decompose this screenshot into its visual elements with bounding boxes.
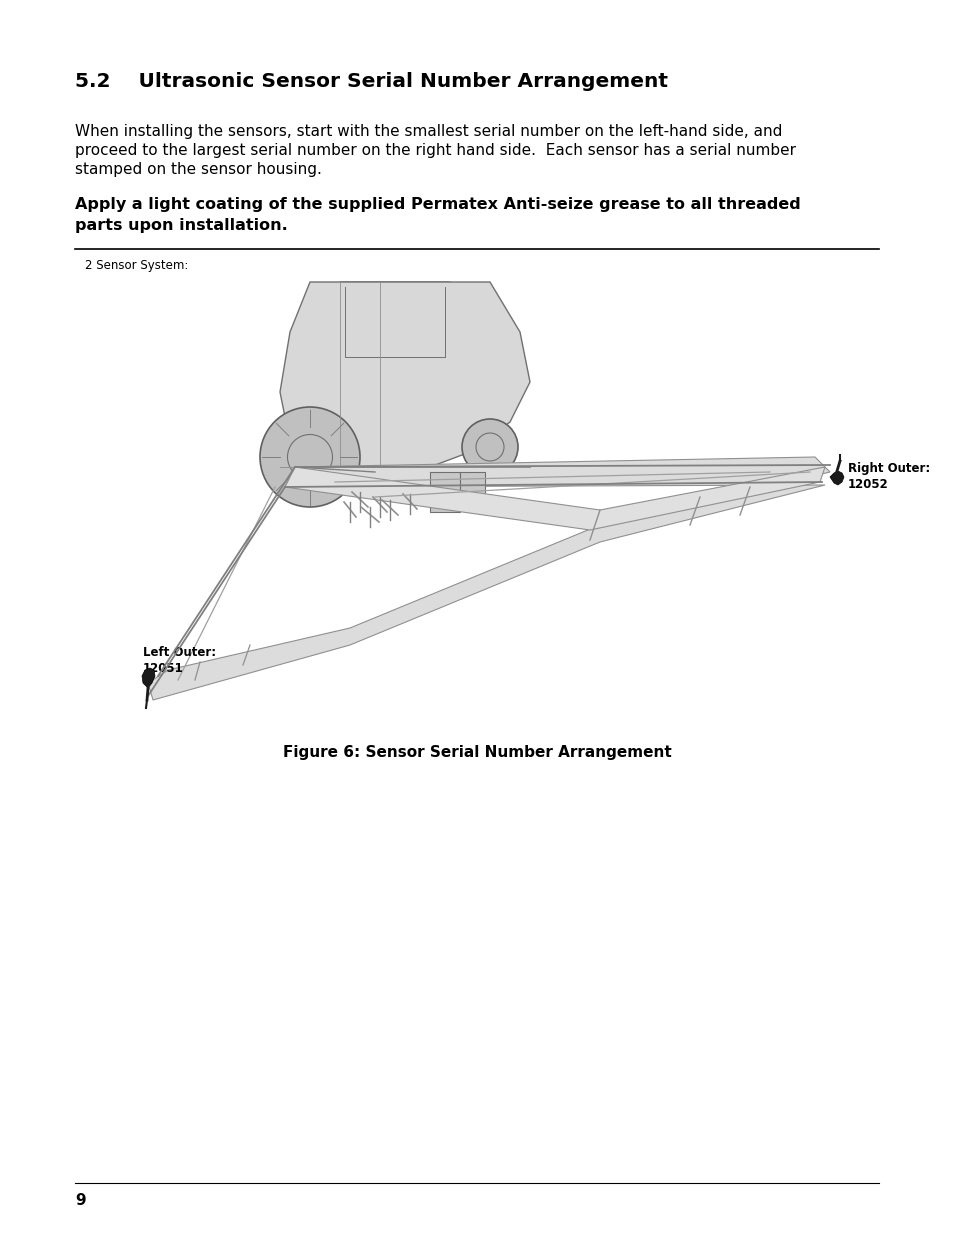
Circle shape — [260, 408, 359, 508]
Text: Apply a light coating of the supplied Permatex Anti-seize grease to all threaded: Apply a light coating of the supplied Pe… — [75, 198, 800, 212]
Text: proceed to the largest serial number on the right hand side.  Each sensor has a : proceed to the largest serial number on … — [75, 143, 795, 158]
Polygon shape — [148, 457, 829, 700]
Bar — [459, 472, 484, 501]
Polygon shape — [285, 467, 824, 530]
Polygon shape — [280, 282, 530, 467]
Text: Figure 6: Sensor Serial Number Arrangement: Figure 6: Sensor Serial Number Arrangeme… — [282, 745, 671, 760]
Text: stamped on the sensor housing.: stamped on the sensor housing. — [75, 162, 321, 177]
Text: When installing the sensors, start with the smallest serial number on the left-h: When installing the sensors, start with … — [75, 124, 781, 140]
Text: 9: 9 — [75, 1193, 86, 1208]
Text: 12052: 12052 — [847, 478, 888, 492]
Text: Left Outer:: Left Outer: — [143, 646, 216, 659]
Polygon shape — [829, 471, 843, 485]
Bar — [430, 472, 459, 513]
Text: 2 Sensor System:: 2 Sensor System: — [85, 259, 188, 272]
Text: Right Outer:: Right Outer: — [847, 462, 929, 475]
Text: 5.2    Ultrasonic Sensor Serial Number Arrangement: 5.2 Ultrasonic Sensor Serial Number Arra… — [75, 72, 667, 91]
Circle shape — [461, 419, 517, 475]
Text: 12051: 12051 — [143, 662, 184, 676]
Polygon shape — [339, 282, 450, 367]
Polygon shape — [142, 668, 154, 688]
Text: parts upon installation.: parts upon installation. — [75, 219, 288, 233]
